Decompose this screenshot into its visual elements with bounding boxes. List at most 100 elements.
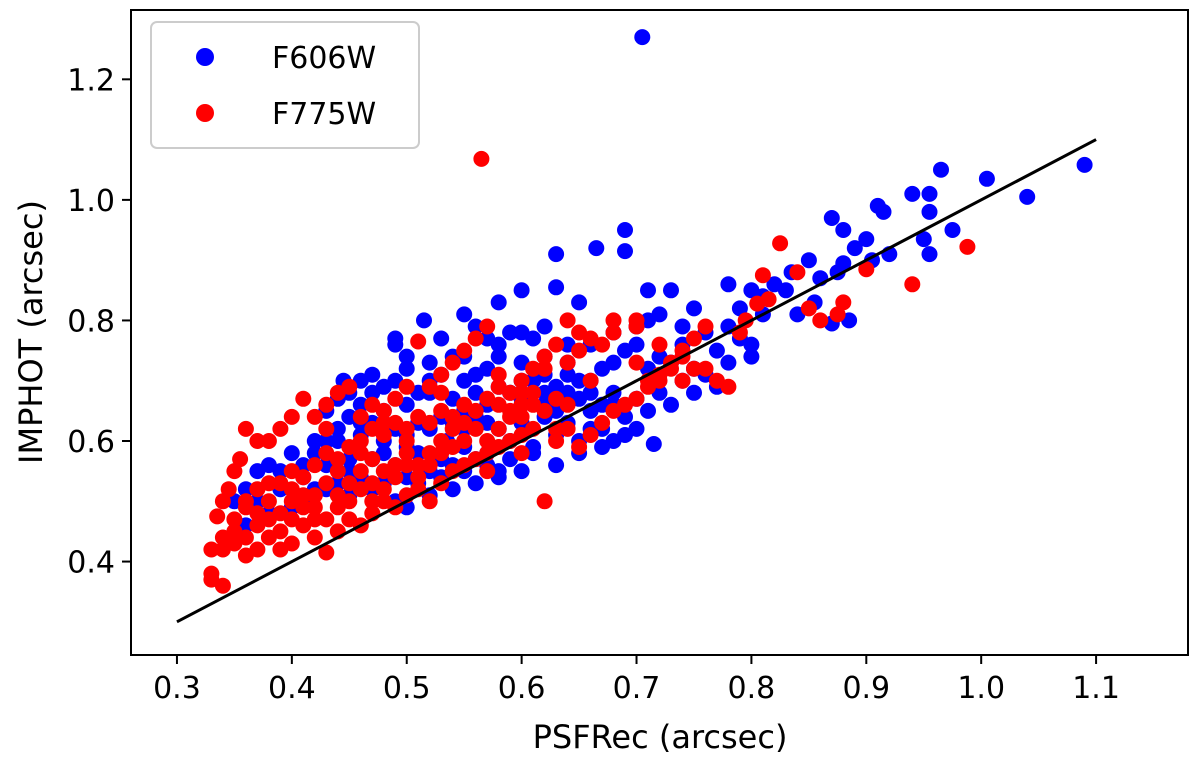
data-point-f775w [318,475,335,492]
data-point-f775w [352,433,369,449]
data-point-f775w [306,487,323,504]
data-point-f606w [548,457,565,474]
data-point-f606w [525,372,542,389]
legend-label-f775w: F775W [272,97,376,132]
data-point-f775w [329,451,346,468]
data-point-f775w [628,312,645,329]
data-point-f775w [697,360,714,377]
data-point-f606w [743,282,760,299]
data-point-f606w [318,433,335,449]
data-point-f606w [588,240,605,257]
data-point-f775w [571,342,588,359]
data-point-f775w [232,451,249,468]
legend-marker-f775w [196,104,214,122]
data-point-f606w [823,210,840,226]
data-point-f606w [416,312,432,329]
data-point-f775w [628,354,645,371]
data-point-f775w [686,360,702,377]
data-point-f606w [674,318,691,335]
data-point-f775w [525,384,542,401]
data-point-f606w [582,384,599,401]
data-point-f775w [398,457,415,474]
data-point-f775w [513,372,530,389]
x-tick-label: 1.1 [1072,671,1120,706]
data-point-f775w [214,493,231,510]
data-point-f606w [571,294,588,311]
data-point-f606w [1076,156,1093,173]
x-tick-label: 0.7 [613,671,661,706]
data-point-f775w [410,333,427,350]
data-point-f775w [479,463,496,480]
data-point-f775w [444,354,461,371]
x-tick-label: 1.0 [957,671,1005,706]
x-tick-label: 0.6 [498,671,546,706]
data-point-f775w [220,481,237,498]
data-point-f775w [306,457,323,474]
y-tick-label: 1.2 [67,63,115,98]
data-point-f606w [944,222,961,238]
data-point-f606w [490,463,507,480]
data-point-f606w [645,436,662,452]
data-point-f775w [548,336,565,353]
data-point-f775w [318,420,335,437]
data-point-f606w [306,445,323,462]
data-point-f775w [226,511,243,528]
data-point-f606w [329,420,346,437]
data-point-f606w [869,197,886,214]
data-point-f606w [490,294,507,311]
data-point-f606w [766,276,783,293]
data-point-f775w [467,330,484,347]
data-point-f606w [525,445,542,462]
data-point-f775w [375,414,392,431]
data-point-f606w [398,469,415,486]
x-tick-label: 0.3 [153,671,201,706]
data-point-f606w [329,475,346,492]
data-point-f775w [640,378,656,395]
data-point-f606w [663,396,679,413]
data-point-f775w [203,541,220,558]
data-point-f606w [640,282,656,299]
data-point-f775w [433,366,450,383]
data-point-f775w [214,541,231,558]
data-point-f775w [904,276,921,293]
data-point-f606w [548,246,565,263]
data-point-f775w [352,408,369,425]
data-point-f775w [364,396,381,413]
data-point-f775w [789,264,806,281]
data-point-f775w [398,378,415,395]
data-point-f606w [1019,188,1036,205]
data-point-f606w [513,324,530,341]
data-point-f606w [398,360,415,377]
data-point-f606w [720,354,737,371]
data-point-f775w [398,420,415,437]
data-point-f606w [594,439,611,455]
x-tick-label: 0.4 [268,671,316,706]
data-point-f775w [306,511,323,528]
data-point-f775w [525,360,542,377]
data-point-f606w [490,336,507,353]
data-point-f775w [513,445,530,462]
data-point-f775w [559,396,576,413]
data-point-f775w [295,487,312,504]
data-point-f775w [283,511,300,528]
data-point-f775w [295,469,312,486]
data-point-f775w [490,378,507,395]
data-point-f606w [921,185,938,202]
legend: F606W F775W [150,21,420,149]
data-point-f775w [352,481,369,498]
data-point-f606w [617,243,633,260]
data-point-f606w [502,324,519,341]
data-point-f775w [306,408,323,425]
data-point-f775w [571,324,588,341]
data-point-f606w [686,384,702,401]
data-point-f775w [605,324,622,341]
data-point-f775w [536,493,553,510]
data-point-f775w [295,390,312,407]
data-point-f606w [467,475,484,492]
data-point-f606w [467,318,484,335]
data-point-f606w [708,342,725,359]
data-point-f775w [686,330,702,347]
reference-line [176,138,1097,624]
data-point-f606w [686,300,702,317]
